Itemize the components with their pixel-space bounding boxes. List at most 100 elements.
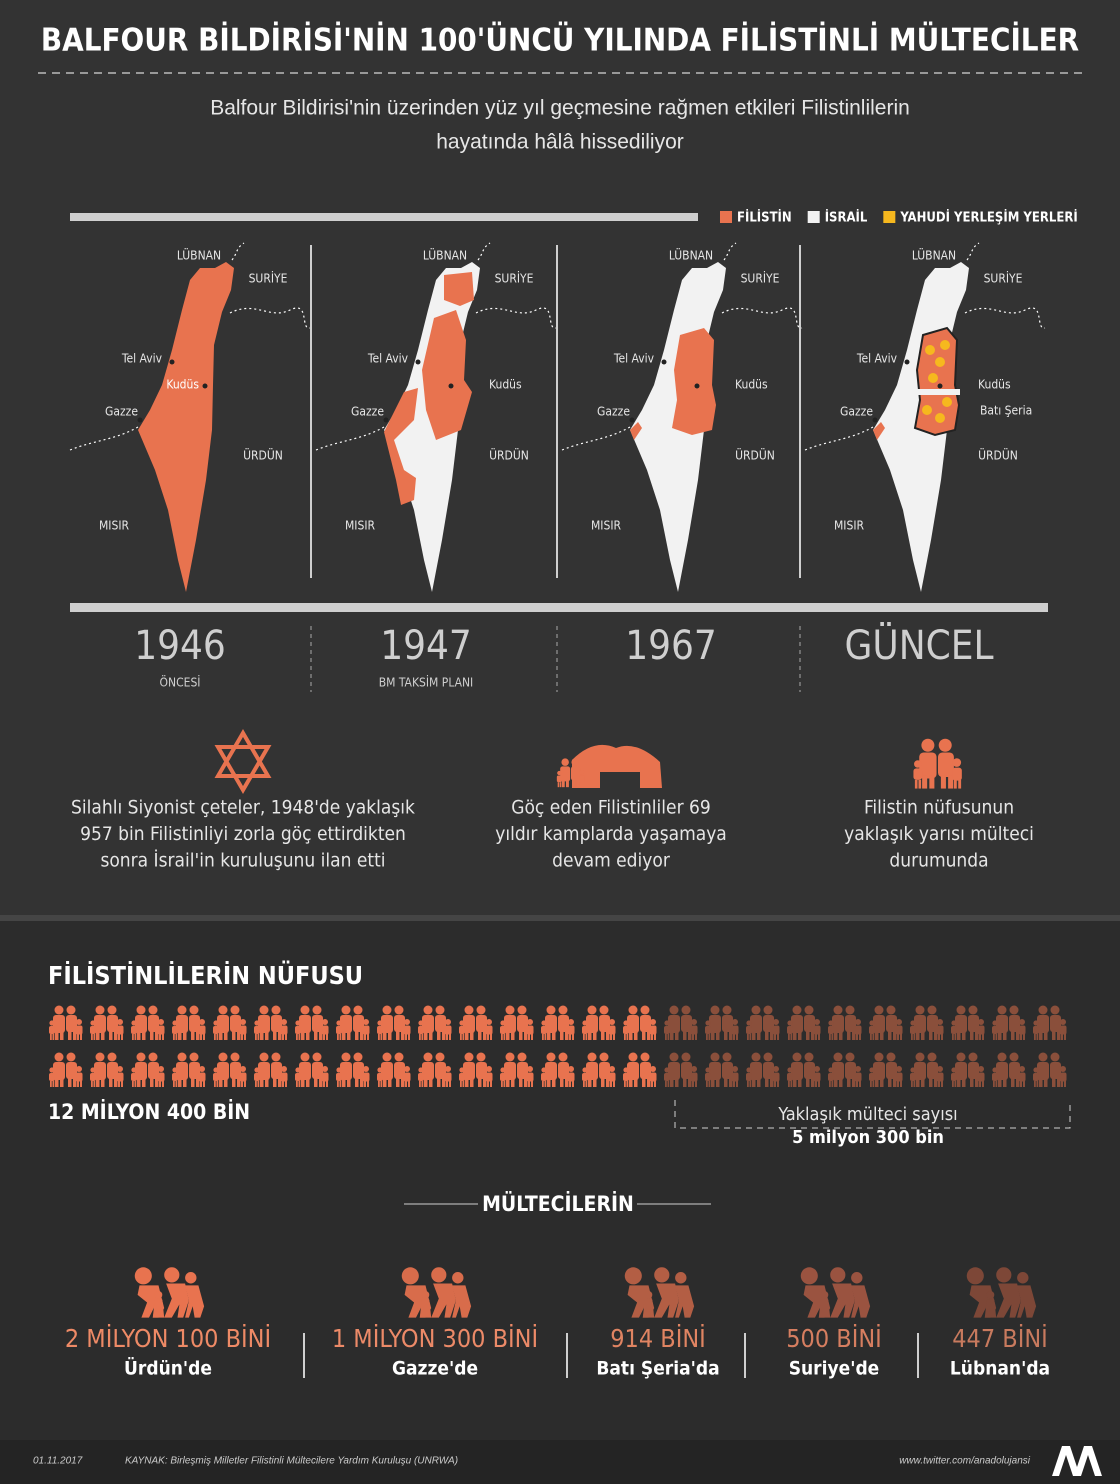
map-label: Kudüs — [166, 378, 199, 392]
population-title: FİLİSTİNLİLERİN NÜFUSU — [48, 960, 363, 990]
footer-twitter: www.twitter.com/anadolujansi — [899, 1456, 1031, 1467]
refugee-amount: 500 BİNİ — [786, 1324, 882, 1353]
map-label: MISIR — [834, 519, 865, 533]
map-label: LÜBNAN — [912, 247, 956, 263]
refugee-place: Suriye'de — [789, 1358, 880, 1380]
city-dot — [169, 359, 175, 365]
top-bar — [70, 213, 698, 221]
refugee-bracket — [674, 1100, 1071, 1129]
border — [229, 307, 311, 329]
border — [561, 426, 631, 451]
border — [721, 307, 803, 329]
fact-text: durumunda — [889, 850, 988, 872]
map-label: SURİYE — [984, 271, 1023, 286]
palestine-area — [384, 388, 418, 505]
map-label: Tel Aviv — [613, 352, 655, 366]
map-label: MISIR — [591, 519, 622, 533]
refugee-amount: 2 MİLYON 100 BİNİ — [65, 1324, 271, 1353]
west-bank — [672, 328, 716, 435]
fact-text: Göç eden Filistinliler 69 — [511, 797, 711, 819]
star-icon — [214, 729, 272, 794]
city-dot — [383, 417, 389, 423]
city-dot — [448, 383, 454, 389]
city-dot — [872, 417, 878, 423]
fact-text: yıldır kamplarda yaşamaya — [495, 823, 727, 845]
settlement — [925, 345, 935, 355]
city-dot — [694, 383, 700, 389]
city-dot — [137, 417, 143, 423]
map-label: Gazze — [840, 405, 873, 419]
year: 1947 — [380, 623, 472, 669]
map-shape — [138, 262, 234, 592]
map-label: ÜRDÜN — [978, 447, 1018, 463]
title: BALFOUR BİLDİRİSİ'NİN 100'ÜNCÜ YILINDA F… — [41, 22, 1079, 59]
map-label: MISIR — [345, 519, 376, 533]
map-label: Gazze — [597, 405, 630, 419]
map-label: SURİYE — [495, 271, 534, 286]
legend-label: YAHUDİ YERLEŞİM YERLERİ — [899, 210, 1077, 226]
fact-text: sonra İsrail'in kuruluşunu ilan etti — [100, 849, 385, 872]
map-label: LÜBNAN — [423, 247, 467, 263]
border — [723, 242, 737, 261]
map-label: ÜRDÜN — [243, 447, 283, 463]
footer-source: KAYNAK: Birleşmiş Milletler Filistinli M… — [125, 1456, 458, 1467]
refugee-amount: 914 BİNİ — [610, 1324, 706, 1353]
border — [964, 307, 1046, 329]
map-label: MISIR — [99, 519, 130, 533]
map-label: Tel Aviv — [121, 352, 163, 366]
city-dot — [904, 359, 910, 365]
year: 1967 — [625, 623, 717, 669]
map-label: LÜBNAN — [669, 247, 713, 263]
year: GÜNCEL — [844, 621, 993, 669]
refugee-amount: 447 BİNİ — [952, 1324, 1048, 1353]
subtitle: hayatında hâlâ hissediliyor — [436, 131, 684, 154]
legend-swatch — [883, 211, 896, 223]
refugee-total: 5 milyon 300 bin — [792, 1127, 944, 1148]
settlement — [928, 373, 938, 383]
settlement — [942, 397, 952, 407]
map-label: Tel Aviv — [367, 352, 409, 366]
legend-label: FİLİSTİN — [737, 210, 792, 226]
map-label: Tel Aviv — [856, 352, 898, 366]
refugees-title: MÜLTECİLERİN — [482, 1191, 634, 1216]
refugee-place: Lübnan'da — [950, 1358, 1050, 1380]
population-total: 12 MİLYON 400 BİN — [48, 1099, 250, 1124]
border — [477, 242, 491, 261]
border — [231, 242, 245, 261]
palestine-area — [630, 422, 642, 440]
aa-logo — [1052, 1446, 1102, 1476]
subtitle: Balfour Bildirisi'nin üzerinden yüz yıl … — [210, 97, 910, 120]
legend-swatch — [807, 211, 820, 223]
city-dot — [661, 359, 667, 365]
refugee-place: Ürdün'de — [124, 1356, 212, 1380]
fact-text: Silahlı Siyonist çeteler, 1948'de yaklaş… — [71, 797, 415, 819]
city-dot — [415, 359, 421, 365]
map-label: SURİYE — [249, 271, 288, 286]
year-caption: ÖNCESİ — [160, 674, 201, 690]
camp-icon — [572, 744, 662, 788]
city-dot — [629, 417, 635, 423]
refugee-place: Gazze'de — [392, 1358, 478, 1380]
fact-text: yaklaşık yarısı mülteci — [844, 823, 1034, 845]
fact-text: Filistin nüfusunun — [864, 797, 1014, 819]
footer-date: 01.11.2017 — [33, 1456, 83, 1467]
settlement — [935, 413, 945, 423]
map-label: Gazze — [351, 405, 384, 419]
border — [966, 242, 980, 261]
map-label: LÜBNAN — [177, 247, 221, 263]
settlement — [935, 357, 945, 367]
fact-text: devam ediyor — [552, 850, 671, 872]
border — [69, 426, 139, 451]
border — [475, 307, 557, 329]
map-label: Gazze — [105, 405, 138, 419]
palestine-area — [444, 272, 474, 306]
fact-text: 957 bin Filistinliyi zorla göç ettirdikt… — [80, 823, 406, 845]
map-label: ÜRDÜN — [489, 447, 529, 463]
year-caption: BM TAKSİM PLANI — [379, 675, 474, 690]
content: FİLİSTİN İSRAİL YAHUDİ YERLEŞİM YERLERİ LÜB… — [33, 210, 1078, 1467]
palestine-area — [422, 310, 472, 440]
border — [315, 426, 385, 451]
map-label: SURİYE — [741, 271, 780, 286]
city-dot — [937, 383, 943, 389]
